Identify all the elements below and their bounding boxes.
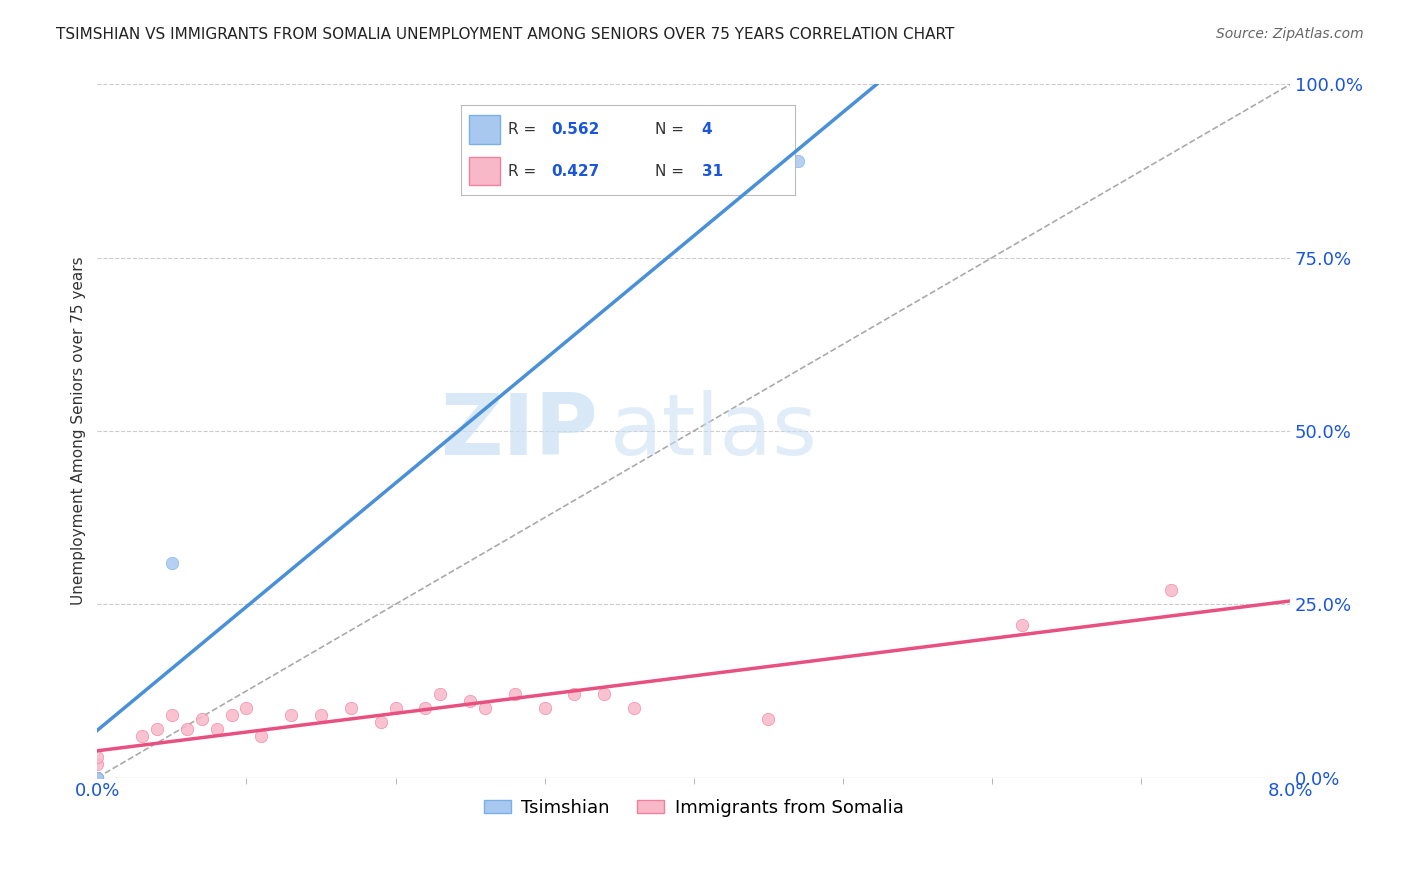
- Point: [190, 712, 212, 726]
- Point: [309, 708, 332, 723]
- Point: [458, 694, 481, 708]
- Point: [86, 771, 108, 785]
- Point: [221, 708, 243, 723]
- Point: [86, 771, 108, 785]
- Point: [86, 756, 108, 771]
- Point: [235, 701, 257, 715]
- Point: [86, 771, 108, 785]
- Point: [756, 712, 779, 726]
- Legend: Tsimshian, Immigrants from Somalia: Tsimshian, Immigrants from Somalia: [477, 791, 911, 824]
- Point: [146, 722, 169, 736]
- Point: [205, 722, 228, 736]
- Point: [474, 701, 496, 715]
- Point: [86, 749, 108, 764]
- Point: [280, 708, 302, 723]
- Point: [415, 701, 437, 715]
- Point: [339, 701, 361, 715]
- Point: [176, 722, 198, 736]
- Point: [429, 687, 451, 701]
- Point: [593, 687, 616, 701]
- Text: Source: ZipAtlas.com: Source: ZipAtlas.com: [1216, 27, 1364, 41]
- Point: [1160, 583, 1182, 598]
- Point: [533, 701, 555, 715]
- Point: [86, 771, 108, 785]
- Point: [503, 687, 526, 701]
- Point: [787, 153, 810, 168]
- Point: [370, 715, 392, 730]
- Y-axis label: Unemployment Among Seniors over 75 years: Unemployment Among Seniors over 75 years: [72, 257, 86, 606]
- Point: [564, 687, 586, 701]
- Text: ZIP: ZIP: [440, 390, 599, 473]
- Point: [86, 771, 108, 785]
- Point: [384, 701, 406, 715]
- Text: atlas: atlas: [610, 390, 818, 473]
- Point: [250, 729, 273, 743]
- Point: [160, 556, 183, 570]
- Point: [131, 729, 153, 743]
- Point: [1011, 618, 1033, 632]
- Point: [623, 701, 645, 715]
- Point: [160, 708, 183, 723]
- Text: TSIMSHIAN VS IMMIGRANTS FROM SOMALIA UNEMPLOYMENT AMONG SENIORS OVER 75 YEARS CO: TSIMSHIAN VS IMMIGRANTS FROM SOMALIA UNE…: [56, 27, 955, 42]
